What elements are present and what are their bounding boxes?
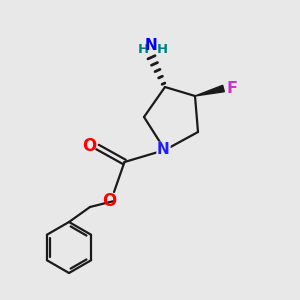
Text: N: N xyxy=(145,38,158,53)
Text: O: O xyxy=(82,136,96,154)
Text: F: F xyxy=(226,81,237,96)
Text: O: O xyxy=(102,192,117,210)
Polygon shape xyxy=(195,85,224,96)
Text: H: H xyxy=(138,43,149,56)
Text: H: H xyxy=(157,43,168,56)
Text: N: N xyxy=(157,142,170,158)
